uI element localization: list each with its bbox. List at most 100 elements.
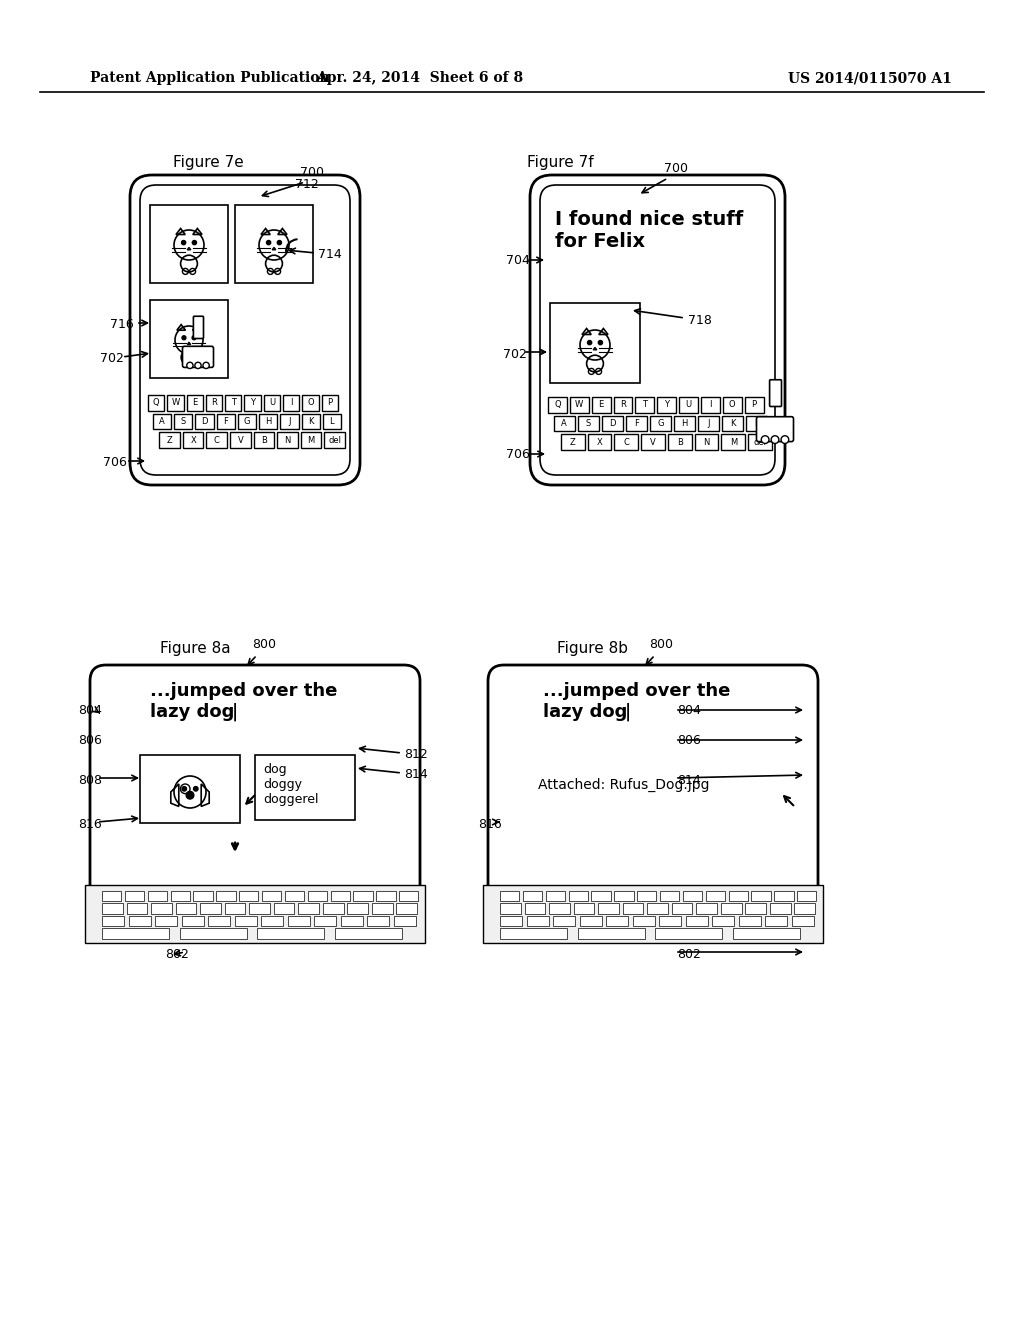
Text: P: P: [327, 399, 332, 408]
Bar: [302, 395, 318, 411]
Bar: [774, 891, 794, 902]
Bar: [314, 916, 337, 927]
Text: C: C: [214, 436, 220, 445]
Bar: [208, 916, 230, 927]
Text: 808: 808: [78, 774, 102, 787]
Bar: [331, 891, 350, 902]
Circle shape: [193, 335, 196, 339]
Bar: [523, 891, 542, 902]
Bar: [155, 916, 177, 927]
Bar: [744, 397, 764, 413]
Text: Q: Q: [153, 399, 160, 408]
Text: E: E: [598, 400, 604, 409]
Bar: [592, 891, 610, 902]
Bar: [160, 432, 180, 447]
Bar: [102, 903, 123, 913]
Text: R: R: [211, 399, 217, 408]
Bar: [308, 891, 327, 902]
Bar: [706, 891, 725, 902]
Text: M: M: [307, 436, 314, 445]
Text: Attached: Rufus_Dog.jpg: Attached: Rufus_Dog.jpg: [538, 777, 710, 792]
Text: Y: Y: [250, 399, 255, 408]
Bar: [752, 891, 771, 902]
Bar: [194, 891, 213, 902]
FancyBboxPatch shape: [488, 665, 818, 909]
Text: H: H: [265, 417, 271, 426]
Bar: [721, 903, 741, 913]
Text: T: T: [230, 399, 236, 408]
Bar: [393, 916, 416, 927]
Text: O: O: [307, 399, 313, 408]
Text: K: K: [730, 418, 735, 428]
Text: US 2014/0115070 A1: US 2014/0115070 A1: [788, 71, 952, 84]
FancyBboxPatch shape: [530, 176, 785, 484]
Bar: [152, 903, 172, 913]
Bar: [580, 916, 602, 927]
Bar: [278, 432, 298, 447]
Text: R: R: [621, 400, 626, 409]
Bar: [323, 903, 344, 913]
Bar: [179, 928, 247, 939]
Text: D: D: [202, 417, 208, 426]
Bar: [553, 916, 575, 927]
Text: 702: 702: [503, 348, 527, 362]
Bar: [167, 395, 183, 411]
Text: O: O: [729, 400, 735, 409]
Circle shape: [266, 240, 270, 244]
Bar: [545, 201, 770, 290]
Bar: [738, 916, 761, 927]
Text: N: N: [703, 437, 710, 446]
Bar: [561, 434, 585, 450]
Text: X: X: [190, 436, 196, 445]
Text: L: L: [330, 417, 334, 426]
Bar: [659, 916, 681, 927]
Bar: [301, 432, 322, 447]
Bar: [175, 903, 197, 913]
Bar: [325, 432, 345, 447]
Bar: [153, 413, 171, 429]
Text: 706: 706: [506, 449, 529, 462]
Text: 814: 814: [677, 774, 700, 787]
Bar: [570, 397, 589, 413]
Text: A: A: [160, 417, 165, 426]
Bar: [181, 916, 204, 927]
Bar: [770, 903, 791, 913]
Bar: [322, 395, 338, 411]
Bar: [372, 903, 392, 913]
Bar: [200, 903, 221, 913]
Bar: [698, 416, 719, 432]
Bar: [264, 395, 280, 411]
Text: 802: 802: [677, 948, 700, 961]
Text: 802: 802: [165, 948, 188, 961]
Bar: [147, 891, 167, 902]
Bar: [633, 916, 655, 927]
Bar: [500, 916, 522, 927]
Bar: [224, 903, 246, 913]
Bar: [647, 903, 668, 913]
Bar: [285, 891, 304, 902]
Circle shape: [761, 436, 769, 444]
Circle shape: [771, 436, 779, 444]
Bar: [728, 891, 748, 902]
Bar: [694, 434, 719, 450]
Bar: [102, 891, 121, 902]
Text: Figure 7f: Figure 7f: [527, 154, 594, 169]
Bar: [712, 916, 734, 927]
Bar: [614, 434, 638, 450]
Bar: [207, 432, 227, 447]
FancyBboxPatch shape: [770, 380, 781, 407]
Bar: [546, 891, 565, 902]
Bar: [722, 416, 743, 432]
Text: T: T: [642, 400, 647, 409]
Bar: [578, 928, 645, 939]
Text: 804: 804: [78, 704, 101, 717]
Text: 706: 706: [103, 455, 127, 469]
Text: B: B: [261, 436, 267, 445]
Bar: [127, 903, 147, 913]
Text: 816: 816: [478, 818, 502, 832]
Bar: [323, 413, 341, 429]
Bar: [602, 416, 623, 432]
Text: I: I: [290, 399, 293, 408]
Bar: [797, 891, 816, 902]
Text: 800: 800: [252, 639, 276, 652]
